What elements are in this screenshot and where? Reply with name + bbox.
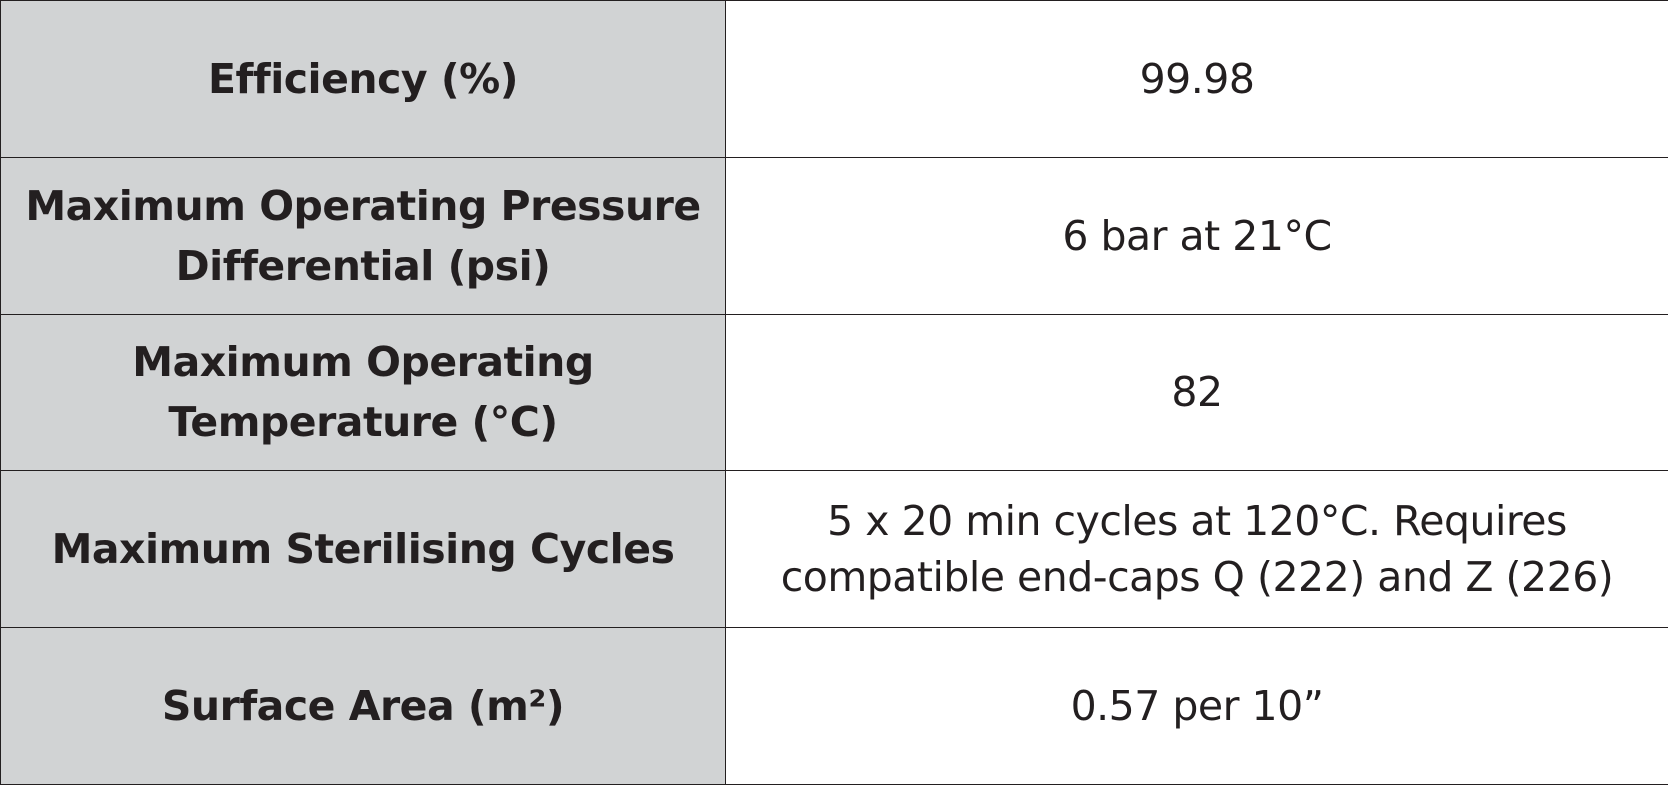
spec-label-text: Temperature (°C) <box>21 392 705 452</box>
spec-label-cell: Efficiency (%) <box>1 1 726 158</box>
spec-label-text: Surface Area (m²) <box>21 676 705 736</box>
spec-value-text: compatible end-caps Q (222) and Z (226) <box>746 549 1648 605</box>
spec-label-text: Maximum Sterilising Cycles <box>21 519 705 579</box>
spec-label-text: Maximum Operating Pressure <box>21 176 705 236</box>
spec-value-text: 5 x 20 min cycles at 120°C. Requires <box>746 493 1648 549</box>
spec-label-text: Efficiency (%) <box>21 49 705 109</box>
table-row: Surface Area (m²) 0.57 per 10” <box>1 628 1668 785</box>
spec-value-cell: 6 bar at 21°C <box>726 157 1668 314</box>
spec-label-cell: Maximum Operating Pressure Differential … <box>1 157 726 314</box>
spec-label-cell: Surface Area (m²) <box>1 628 726 785</box>
spec-label-text: Maximum Operating <box>21 332 705 392</box>
spec-label-cell: Maximum Sterilising Cycles <box>1 471 726 628</box>
spec-label-cell: Maximum Operating Temperature (°C) <box>1 314 726 471</box>
spec-value-text: 82 <box>746 364 1648 420</box>
spec-value-cell: 99.98 <box>726 1 1668 158</box>
spec-value-cell: 0.57 per 10” <box>726 628 1668 785</box>
spec-value-text: 99.98 <box>746 51 1648 107</box>
spec-label-text: Differential (psi) <box>21 236 705 296</box>
spec-value-cell: 82 <box>726 314 1668 471</box>
spec-value-text: 0.57 per 10” <box>746 678 1648 734</box>
spec-value-text: 6 bar at 21°C <box>746 208 1648 264</box>
table-row: Maximum Operating Temperature (°C) 82 <box>1 314 1668 471</box>
table-row: Maximum Operating Pressure Differential … <box>1 157 1668 314</box>
table-row: Efficiency (%) 99.98 <box>1 1 1668 158</box>
table-row: Maximum Sterilising Cycles 5 x 20 min cy… <box>1 471 1668 628</box>
spec-value-cell: 5 x 20 min cycles at 120°C. Requires com… <box>726 471 1668 628</box>
